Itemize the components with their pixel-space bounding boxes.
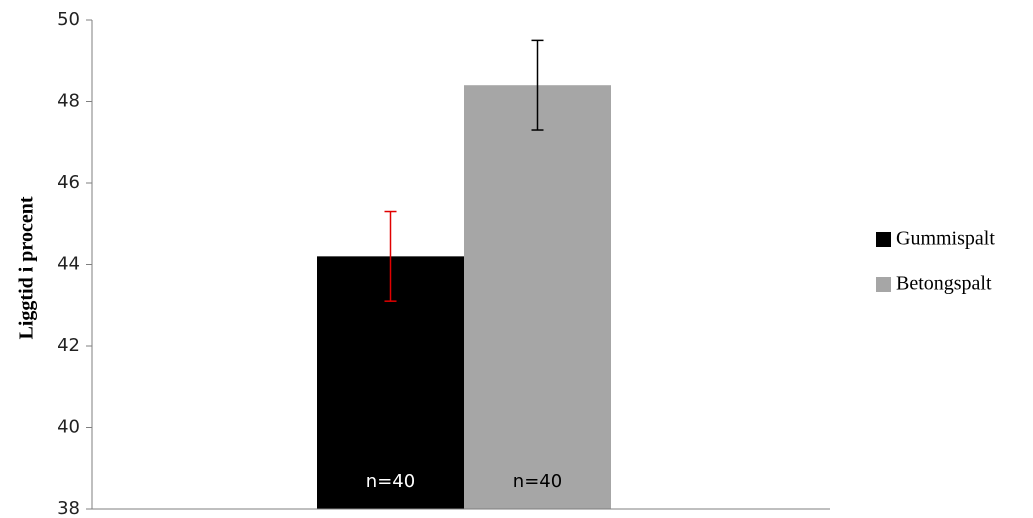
legend-swatch <box>876 232 891 247</box>
legend-label: Betongspalt <box>896 273 992 295</box>
y-tick-label: 50 <box>57 9 80 30</box>
y-tick-label: 38 <box>57 498 80 518</box>
y-tick-label: 48 <box>57 91 80 112</box>
bars: n=40 n=40 <box>317 39 611 509</box>
legend-label: Gummispalt <box>896 228 995 250</box>
y-tick-label: 42 <box>57 335 80 356</box>
bar <box>464 85 611 509</box>
y-tick-label: 46 <box>57 172 80 193</box>
y-tick-label: 44 <box>57 254 80 275</box>
bar-data-label: n=40 <box>513 471 562 492</box>
y-tick-label: 40 <box>57 417 80 438</box>
y-axis: 38 40 42 44 46 48 50 <box>57 9 93 518</box>
bar-data-label: n=40 <box>366 471 415 492</box>
y-axis-label: Liggtid i procent <box>16 196 38 339</box>
legend: Gummispalt Betongspalt <box>876 228 995 295</box>
legend-swatch <box>876 277 891 292</box>
